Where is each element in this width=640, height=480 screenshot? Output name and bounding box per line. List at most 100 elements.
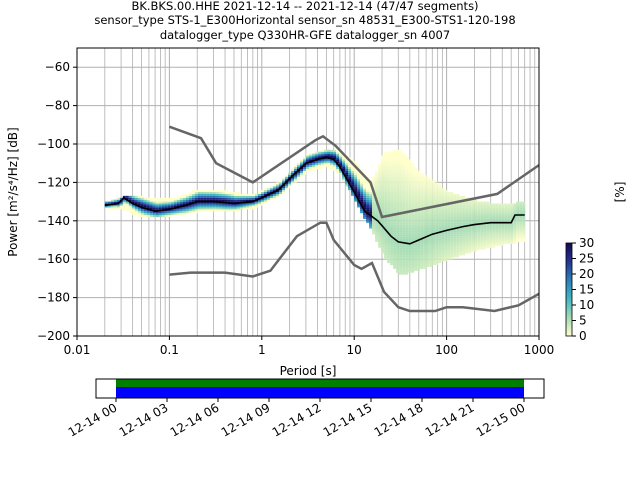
histogram-cell bbox=[236, 205, 240, 208]
histogram-cell bbox=[441, 226, 445, 229]
histogram-cell bbox=[357, 165, 361, 168]
histogram-cell bbox=[396, 257, 400, 260]
histogram-cell bbox=[459, 218, 463, 221]
histogram-cell bbox=[191, 190, 195, 193]
histogram-cell bbox=[164, 203, 168, 206]
histogram-cell bbox=[435, 182, 439, 185]
colorbar-cell bbox=[566, 273, 572, 275]
histogram-cell bbox=[405, 234, 409, 237]
histogram-cell bbox=[393, 192, 397, 194]
colorbar-cell bbox=[566, 244, 572, 246]
histogram-cell bbox=[390, 161, 394, 164]
histogram-cell bbox=[236, 192, 240, 194]
histogram-cell bbox=[522, 216, 526, 219]
histogram-cell bbox=[393, 249, 397, 252]
histogram-cell bbox=[450, 218, 454, 221]
histogram-cell bbox=[396, 149, 400, 152]
histogram-cell bbox=[191, 207, 195, 210]
histogram-cell bbox=[375, 193, 379, 196]
histogram-cell bbox=[432, 220, 436, 223]
histogram-cell bbox=[447, 257, 451, 260]
histogram-cell bbox=[393, 218, 397, 221]
histogram-cell bbox=[384, 209, 388, 212]
histogram-cell bbox=[405, 216, 409, 219]
histogram-cell bbox=[218, 199, 222, 202]
histogram-cell bbox=[474, 245, 478, 248]
histogram-cell bbox=[405, 180, 409, 183]
histogram-cell bbox=[522, 226, 526, 229]
histogram-cell bbox=[441, 224, 445, 227]
histogram-cell bbox=[417, 255, 421, 258]
histogram-cell bbox=[339, 172, 343, 175]
histogram-cell bbox=[516, 211, 520, 214]
histogram-cell bbox=[245, 197, 249, 200]
histogram-cell bbox=[501, 224, 505, 227]
histogram-cell bbox=[140, 215, 144, 218]
histogram-cell bbox=[420, 253, 424, 256]
histogram-cell bbox=[480, 211, 484, 214]
histogram-cell bbox=[393, 180, 397, 183]
histogram-cell bbox=[492, 216, 496, 219]
histogram-cell bbox=[498, 228, 502, 231]
histogram-cell bbox=[116, 203, 120, 206]
histogram-cell bbox=[432, 218, 436, 221]
colorbar-cell bbox=[566, 321, 572, 323]
histogram-cell bbox=[492, 230, 496, 233]
histogram-cell bbox=[143, 203, 147, 206]
histogram-cell bbox=[402, 228, 406, 231]
histogram-cell bbox=[384, 184, 388, 187]
colorbar-cell bbox=[566, 296, 572, 298]
histogram-cell bbox=[513, 228, 517, 231]
histogram-cell bbox=[450, 216, 454, 219]
histogram-cell bbox=[188, 192, 192, 194]
y-tick-label: −160 bbox=[37, 252, 70, 266]
histogram-cell bbox=[456, 224, 460, 227]
histogram-cell bbox=[390, 251, 394, 254]
histogram-cell bbox=[134, 201, 138, 204]
histogram-cell bbox=[408, 232, 412, 235]
histogram-cell bbox=[396, 228, 400, 231]
histogram-cell bbox=[408, 168, 412, 171]
histogram-cell bbox=[396, 264, 400, 267]
histogram-cell bbox=[357, 167, 361, 170]
histogram-cell bbox=[251, 207, 255, 210]
histogram-cell bbox=[453, 230, 457, 233]
histogram-cell bbox=[152, 203, 156, 206]
histogram-cell bbox=[489, 218, 493, 221]
histogram-cell bbox=[489, 226, 493, 229]
histogram-cell bbox=[381, 157, 385, 160]
histogram-cell bbox=[399, 176, 403, 179]
histogram-cell bbox=[423, 228, 427, 231]
histogram-cell bbox=[182, 193, 186, 196]
histogram-cell bbox=[363, 201, 367, 204]
histogram-cell bbox=[414, 257, 418, 260]
histogram-cell bbox=[405, 157, 409, 160]
nhnm-line bbox=[168, 125, 540, 219]
title-line-3: datalogger_type Q330HR-GFE datalogger_sn… bbox=[160, 28, 450, 42]
histogram-cell bbox=[206, 203, 210, 206]
colorbar-cell bbox=[566, 283, 572, 285]
histogram-cell bbox=[399, 245, 403, 248]
histogram-cell bbox=[263, 193, 267, 196]
histogram-cell bbox=[516, 238, 520, 241]
histogram-cell bbox=[420, 195, 424, 198]
histogram-cell bbox=[504, 211, 508, 214]
histogram-cell bbox=[495, 213, 499, 216]
histogram-cell bbox=[381, 245, 385, 248]
histogram-cell bbox=[182, 199, 186, 202]
histogram-cell bbox=[272, 184, 276, 187]
histogram-cell bbox=[336, 170, 340, 173]
histogram-cell bbox=[185, 211, 189, 214]
histogram-cell bbox=[125, 205, 129, 208]
colorbar-cell bbox=[566, 302, 572, 304]
histogram-cell bbox=[348, 180, 352, 183]
histogram-cell bbox=[152, 213, 156, 216]
histogram-cell bbox=[182, 209, 186, 212]
histogram-cell bbox=[423, 197, 427, 200]
histogram-cell bbox=[390, 199, 394, 202]
histogram-cell bbox=[435, 184, 439, 187]
histogram-cell bbox=[462, 234, 466, 237]
histogram-cell bbox=[432, 257, 436, 260]
histogram-cell bbox=[396, 184, 400, 187]
